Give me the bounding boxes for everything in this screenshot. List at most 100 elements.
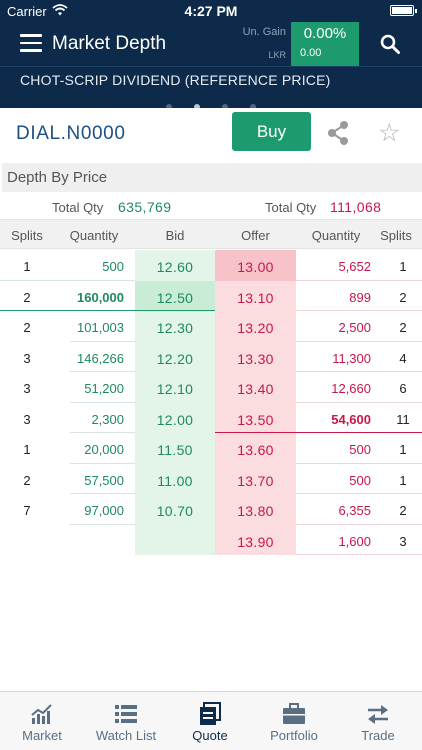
depth-row[interactable]: 3 2,300 12.00 13.50 54,600 11 (0, 403, 422, 433)
unrealized-gain-box[interactable]: 0.00% 0.00 (291, 22, 359, 66)
offer-splits-cell: 3 (399, 533, 407, 549)
bid-splits-cell: 1 (23, 259, 31, 274)
offer-quantity-cell: 54,600 (331, 411, 371, 427)
bid-price-cell: 12.20 (156, 350, 194, 367)
bid-quantity-cell: 57,500 (84, 472, 124, 488)
bid-price-cell: 12.60 (156, 259, 194, 275)
share-icon[interactable] (326, 120, 350, 146)
bid-quantity-cell: 97,000 (84, 503, 124, 518)
bid-total-qty-label: Total Qty (52, 200, 104, 215)
symbol-name[interactable]: DIAL.N0000 (16, 123, 126, 144)
row-divider (296, 523, 422, 525)
row-divider (70, 371, 135, 372)
depth-row[interactable]: 13.90 1,600 3 (0, 525, 422, 555)
offer-price-cell: 13.10 (237, 289, 274, 306)
offer-quantity-cell: 500 (349, 472, 371, 488)
search-icon[interactable] (380, 34, 400, 54)
page-dot[interactable] (250, 104, 256, 110)
depth-row[interactable]: 1 500 12.60 13.00 5,652 1 (0, 250, 422, 281)
offer-price-cell: 13.50 (237, 411, 274, 428)
offer-splits-cell: 6 (399, 381, 407, 396)
depth-column-headers: Splits Quantity Bid Offer Quantity Split… (0, 219, 422, 249)
bid-price-cell: 12.50 (156, 289, 194, 306)
row-divider (70, 462, 135, 464)
page-indicator[interactable] (0, 97, 422, 115)
row-divider (70, 493, 135, 494)
transfer-icon (368, 705, 388, 724)
currency-label: LKR (268, 50, 286, 60)
row-divider (296, 310, 422, 311)
row-divider (296, 462, 422, 464)
nav-bar: Market Depth Un. Gain LKR 0.00% 0.00 (0, 22, 422, 66)
tab-label: Watch List (95, 728, 157, 743)
bid-price-cell: 11.50 (157, 442, 193, 458)
offer-splits-cell: 2 (399, 503, 407, 518)
row-divider (296, 371, 422, 372)
unrealized-gain-label: Un. Gain (242, 26, 286, 38)
gain-value: 0.00 (300, 47, 322, 59)
bid-splits-cell: 7 (23, 503, 31, 518)
tab-portfolio[interactable]: Portfolio (252, 692, 336, 750)
page-dot[interactable] (222, 104, 228, 110)
quote-icon (200, 702, 221, 725)
depth-row[interactable]: 3 51,200 12.10 13.40 12,660 6 (0, 372, 422, 403)
bid-quantity-cell: 20,000 (84, 442, 124, 457)
offer-splits-cell: 1 (399, 259, 407, 274)
offer-price-cell: 13.80 (237, 503, 274, 519)
row-divider (296, 554, 422, 555)
offer-splits-cell: 2 (399, 289, 407, 305)
tab-label: Portfolio (270, 728, 318, 743)
depth-row[interactable]: 2 160,000 12.50 13.10 899 2 (0, 280, 422, 311)
scrip-notice: CHOT-SCRIP DIVIDEND (REFERENCE PRICE) (20, 72, 331, 88)
header-offer-quantity: Quantity (311, 228, 361, 243)
depth-row[interactable]: 3 146,266 12.20 13.30 11,300 4 (0, 342, 422, 372)
tab-watch-list[interactable]: Watch List (84, 692, 168, 750)
depth-row[interactable]: 2 57,500 11.00 13.70 500 1 (0, 464, 422, 494)
bid-separator-line (0, 310, 215, 311)
totals-row: Total Qty 635,769 Total Qty 111,068 (0, 192, 422, 219)
offer-price-cell: 13.60 (237, 442, 274, 458)
offer-splits-cell: 1 (399, 442, 407, 457)
best-bid-highlight (135, 280, 215, 311)
depth-row[interactable]: 1 20,000 11.50 13.60 500 1 (0, 433, 422, 464)
tab-market[interactable]: Market (0, 692, 84, 750)
buy-button[interactable]: Buy (232, 112, 311, 151)
offer-quantity-cell: 2,500 (338, 320, 371, 335)
carrier-label: Carrier (7, 4, 47, 19)
bid-total-qty-value: 635,769 (118, 199, 172, 215)
bid-quantity-cell: 500 (102, 259, 124, 274)
bid-price-cell: 12.00 (156, 411, 194, 428)
offer-quantity-cell: 899 (349, 289, 371, 305)
favorite-star-icon[interactable]: ☆ (378, 119, 401, 147)
symbol-bar: DIAL.N0000 Buy ☆ (0, 108, 422, 160)
offer-price-cell: 13.30 (237, 350, 274, 367)
bid-price-cell: 11.00 (157, 472, 193, 489)
offer-price-cell: 13.00 (237, 259, 274, 275)
bid-splits-cell: 2 (23, 289, 31, 305)
bid-splits-cell: 3 (23, 350, 31, 366)
header-bid-quantity: Quantity (69, 228, 119, 243)
list-icon (115, 705, 137, 723)
tab-label: Trade (361, 728, 395, 743)
scrip-banner[interactable]: CHOT-SCRIP DIVIDEND (REFERENCE PRICE) (0, 66, 422, 110)
depth-row[interactable]: 2 101,003 12.30 13.20 2,500 2 (0, 311, 422, 342)
page-dot[interactable] (166, 104, 172, 110)
bid-price-cell: 10.70 (156, 503, 194, 519)
hamburger-menu-icon[interactable] (20, 34, 42, 52)
offer-quantity-cell: 5,652 (338, 259, 371, 274)
offer-column-background (215, 250, 296, 555)
page-title: Market Depth (52, 33, 167, 54)
tab-quote[interactable]: Quote (168, 692, 252, 750)
offer-total-qty-value: 111,068 (330, 199, 382, 215)
offer-price-cell: 13.90 (237, 533, 274, 550)
offer-splits-cell: 2 (399, 320, 407, 335)
tab-bar: Market Watch List Quote Portfolio (0, 691, 422, 750)
tab-label: Quote (192, 728, 228, 743)
tab-trade[interactable]: Trade (336, 692, 422, 750)
battery-icon (390, 5, 417, 16)
offer-quantity-cell: 1,600 (338, 533, 371, 549)
bid-splits-cell: 2 (23, 472, 31, 488)
row-divider (70, 401, 135, 403)
depth-row[interactable]: 7 97,000 10.70 13.80 6,355 2 (0, 494, 422, 525)
page-dot-active[interactable] (194, 104, 200, 110)
